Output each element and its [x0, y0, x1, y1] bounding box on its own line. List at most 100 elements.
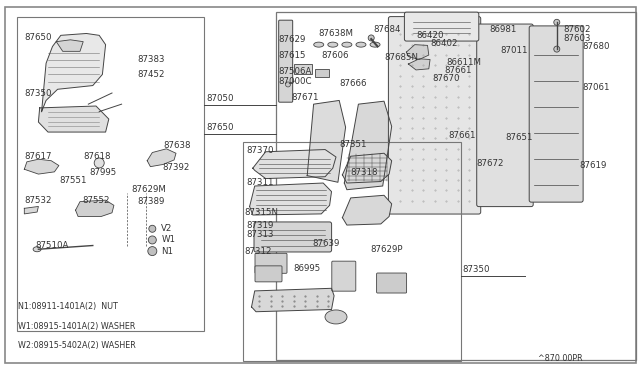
Polygon shape: [408, 59, 430, 70]
Text: 87650: 87650: [206, 123, 234, 132]
Ellipse shape: [328, 42, 338, 47]
FancyBboxPatch shape: [529, 26, 583, 202]
Ellipse shape: [314, 42, 324, 47]
Bar: [294, 64, 312, 74]
Text: 87532: 87532: [24, 196, 52, 205]
Text: 87615: 87615: [278, 51, 306, 60]
Polygon shape: [24, 159, 59, 174]
Text: ^870 00PR: ^870 00PR: [538, 355, 582, 363]
Polygon shape: [56, 40, 83, 51]
Text: 87670: 87670: [432, 74, 460, 83]
Text: W1:08915-1401A(2) WASHER: W1:08915-1401A(2) WASHER: [18, 322, 135, 331]
Text: 87061: 87061: [582, 83, 610, 92]
Text: 87684: 87684: [373, 25, 401, 34]
Text: 86611M: 86611M: [447, 58, 482, 67]
Polygon shape: [342, 153, 392, 183]
Text: 87671: 87671: [291, 93, 319, 102]
Text: 87638: 87638: [163, 141, 191, 150]
Bar: [243, 142, 461, 361]
Text: 86995: 86995: [293, 264, 321, 273]
Text: 87510A: 87510A: [35, 241, 68, 250]
Text: V2: V2: [161, 224, 173, 233]
Text: 87318: 87318: [351, 169, 378, 177]
Polygon shape: [38, 106, 109, 132]
Ellipse shape: [370, 42, 380, 47]
Text: N1: N1: [161, 247, 173, 256]
Text: 87552: 87552: [82, 196, 109, 205]
Text: 87650: 87650: [24, 33, 52, 42]
Circle shape: [149, 225, 156, 232]
Bar: [276, 12, 636, 360]
Polygon shape: [307, 100, 346, 182]
Text: 87638M: 87638M: [319, 29, 354, 38]
FancyBboxPatch shape: [255, 266, 282, 282]
Text: 87311: 87311: [246, 178, 274, 187]
Text: 87319: 87319: [246, 221, 274, 230]
FancyBboxPatch shape: [254, 222, 332, 252]
FancyBboxPatch shape: [255, 253, 287, 273]
Text: 87618: 87618: [83, 152, 111, 161]
Text: 87995: 87995: [90, 169, 117, 177]
Text: W1: W1: [161, 235, 175, 244]
Polygon shape: [252, 288, 334, 312]
Text: 87312: 87312: [244, 247, 272, 256]
Text: 87685N: 87685N: [384, 53, 418, 62]
Ellipse shape: [342, 42, 352, 47]
Text: N1:08911-1401A(2)  NUT: N1:08911-1401A(2) NUT: [18, 302, 118, 311]
Text: 87389: 87389: [138, 197, 165, 206]
FancyBboxPatch shape: [404, 12, 479, 41]
Text: 87629M: 87629M: [131, 185, 166, 194]
Text: 87000C: 87000C: [278, 77, 312, 86]
Circle shape: [554, 46, 560, 52]
Text: 87619: 87619: [579, 161, 607, 170]
Text: 87602: 87602: [563, 25, 591, 34]
Text: 86981: 86981: [490, 25, 517, 34]
Polygon shape: [42, 33, 106, 112]
FancyBboxPatch shape: [332, 261, 356, 291]
Text: 87383: 87383: [138, 55, 165, 64]
Text: 87617: 87617: [24, 152, 52, 161]
Text: 87629: 87629: [278, 35, 306, 44]
Polygon shape: [344, 101, 392, 190]
Ellipse shape: [356, 42, 366, 47]
Circle shape: [94, 158, 104, 168]
Text: 87629P: 87629P: [370, 246, 403, 254]
Bar: [17, 17, 204, 331]
Text: 87315N: 87315N: [244, 208, 278, 217]
FancyBboxPatch shape: [278, 20, 292, 102]
Text: 87551: 87551: [60, 176, 87, 185]
FancyBboxPatch shape: [376, 273, 406, 293]
Text: 87351: 87351: [339, 140, 367, 149]
Circle shape: [554, 19, 560, 25]
Polygon shape: [147, 149, 176, 167]
Text: 87666: 87666: [339, 79, 367, 88]
Text: 87350: 87350: [24, 89, 52, 97]
Circle shape: [148, 236, 156, 244]
Text: W2:08915-5402A(2) WASHER: W2:08915-5402A(2) WASHER: [18, 341, 136, 350]
Polygon shape: [76, 200, 114, 217]
Text: 87661: 87661: [448, 131, 476, 140]
Text: 87050: 87050: [206, 94, 234, 103]
Ellipse shape: [325, 310, 347, 324]
Text: 87651: 87651: [506, 133, 533, 142]
Text: 86402: 86402: [430, 39, 458, 48]
FancyBboxPatch shape: [477, 24, 533, 206]
Text: 87639: 87639: [312, 239, 340, 248]
Circle shape: [368, 35, 374, 41]
Polygon shape: [253, 150, 336, 179]
Text: 87350: 87350: [462, 265, 490, 274]
Ellipse shape: [33, 247, 41, 252]
Bar: [315, 69, 329, 77]
FancyBboxPatch shape: [388, 17, 481, 214]
Polygon shape: [406, 45, 429, 60]
Text: 87506A: 87506A: [278, 67, 312, 76]
Text: 87661: 87661: [445, 66, 472, 75]
Circle shape: [285, 82, 291, 87]
Text: 87313: 87313: [246, 230, 274, 239]
Text: 87011: 87011: [500, 46, 528, 55]
Text: 87603: 87603: [563, 34, 591, 43]
Text: 86420: 86420: [416, 31, 444, 40]
Text: 87606: 87606: [321, 51, 349, 60]
Text: 87452: 87452: [138, 70, 165, 79]
Polygon shape: [24, 206, 38, 214]
